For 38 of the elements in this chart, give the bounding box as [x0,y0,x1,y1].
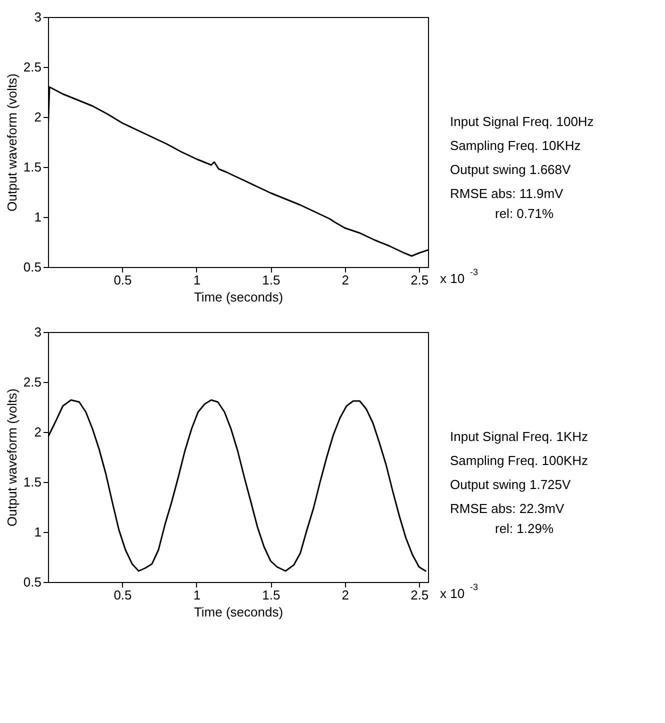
text: Input Signal Freq. 100Hz [450,114,594,129]
y-tick-label: 1 [34,524,42,540]
y-tick-label: 3 [34,324,42,340]
y-tick-label: 0.5 [23,260,42,274]
x-tick-label: 2 [342,272,349,288]
y-tick-label: 2.5 [23,60,42,74]
text: Sampling Freq. 10KHz [450,138,581,153]
x-tick-label: 2.5 [410,588,429,602]
y-tick-label: 0.5 [23,574,42,590]
text: rel: 1.29% [495,521,554,536]
text: RMSE abs: 11.9mV [450,186,564,201]
y-tick-label: 2 [34,424,42,440]
x-tick-label: 0.5 [114,588,132,602]
text: x 10-3 [440,582,478,601]
y-axis-title: Output waveform (volts) [4,388,20,526]
y-tick-label: 3 [34,10,42,24]
text: RMSE abs: 22.3mV [450,501,564,516]
x-axis-title: Time (seconds) [194,604,284,620]
text: Output swing 1.725V [450,477,572,492]
x-tick-label: 1 [193,588,201,602]
text: rel: 0.71% [495,206,554,221]
y-tick-label: 1 [34,210,42,224]
y-tick-label: 1.5 [23,474,42,490]
text: Output swing 1.668V [450,162,572,177]
text: Sampling Freq. 100KHz [450,453,588,468]
x-tick-label: 2.5 [410,272,429,288]
x-tick-label: 2 [342,588,349,602]
text: Input Signal Freq. 1KHz [450,429,588,444]
y-axis-title: Output waveform (volts) [4,74,20,212]
x-tick-label: 1.5 [262,272,280,288]
y-tick-label: 1.5 [23,160,42,174]
x-tick-label: 0.5 [114,272,132,288]
y-tick-label: 2 [34,110,42,124]
x-tick-label: 1.5 [262,588,280,602]
x-axis-title: Time (seconds) [194,290,284,304]
y-tick-label: 2.5 [23,374,42,390]
x-tick-label: 1 [193,272,201,288]
text: x 10-3 [440,267,478,286]
